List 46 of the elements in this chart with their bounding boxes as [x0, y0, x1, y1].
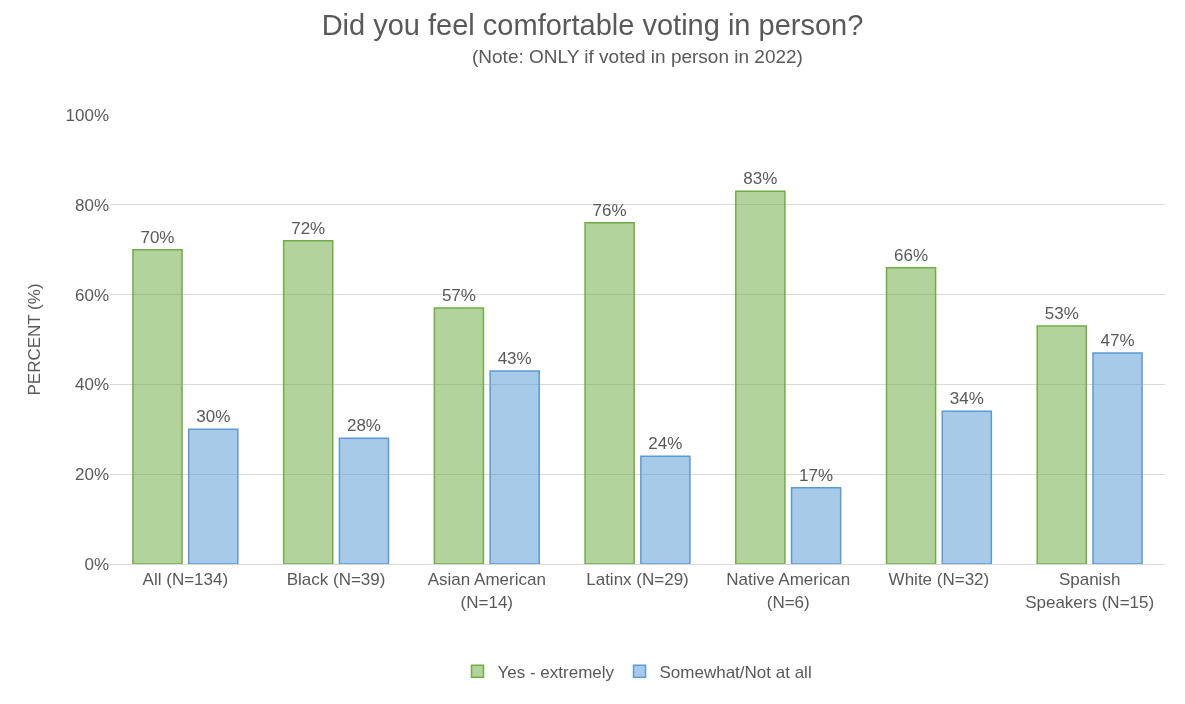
- data-label: 43%: [497, 348, 532, 368]
- data-label: 66%: [894, 245, 929, 265]
- x-tick-label: White (N=32): [888, 570, 990, 590]
- data-label: 34%: [949, 389, 984, 409]
- chart-title: Did you feel comfortable voting in person?: [321, 8, 864, 41]
- bar: [735, 190, 786, 564]
- bar: [282, 239, 334, 564]
- bar: [1092, 352, 1143, 564]
- y-tick-label: 20%: [74, 465, 109, 485]
- y-axis-title: PERCENT (%): [25, 283, 45, 396]
- y-tick-label: 100%: [65, 105, 109, 125]
- x-tick-label: All (N=134): [142, 570, 229, 590]
- bar: [584, 222, 635, 564]
- bar: [132, 248, 183, 564]
- bar: [433, 307, 485, 564]
- x-tick-label: Latinx (N=29): [586, 570, 689, 590]
- y-tick-label: 60%: [74, 285, 109, 305]
- x-tick-label: Asian American (N=14): [427, 570, 546, 612]
- data-label: 57%: [441, 286, 476, 306]
- data-label: 72%: [291, 218, 326, 238]
- chart-subtitle: (Note: ONLY if voted in person in 2022): [472, 46, 803, 67]
- data-label: 17%: [799, 465, 834, 485]
- legend-label: Somewhat/Not at all: [659, 662, 812, 682]
- x-tick-label: Black (N=39): [286, 570, 386, 590]
- bar: [941, 410, 993, 564]
- data-label: 24%: [648, 434, 683, 454]
- data-label: 28%: [346, 416, 381, 436]
- data-label: 76%: [592, 200, 627, 220]
- data-label: 30%: [196, 407, 231, 427]
- y-tick-label: 0%: [84, 554, 109, 574]
- data-label: 47%: [1100, 330, 1135, 350]
- bar: [489, 370, 540, 564]
- bar: [640, 455, 691, 564]
- bar: [338, 437, 390, 564]
- data-label: 83%: [743, 169, 778, 189]
- y-tick-label: 80%: [74, 195, 109, 215]
- bar: [1036, 325, 1088, 564]
- data-label: 70%: [140, 227, 175, 247]
- data-label: 53%: [1044, 304, 1079, 324]
- x-tick-label: Spanish Speakers (N=15): [1025, 570, 1155, 612]
- y-tick-label: 40%: [74, 375, 109, 395]
- bar: [790, 486, 842, 564]
- bar: [187, 428, 239, 564]
- bar: [885, 266, 937, 564]
- legend-label: Yes - extremely: [497, 662, 615, 682]
- x-tick-label: Native American (N=6): [726, 570, 851, 612]
